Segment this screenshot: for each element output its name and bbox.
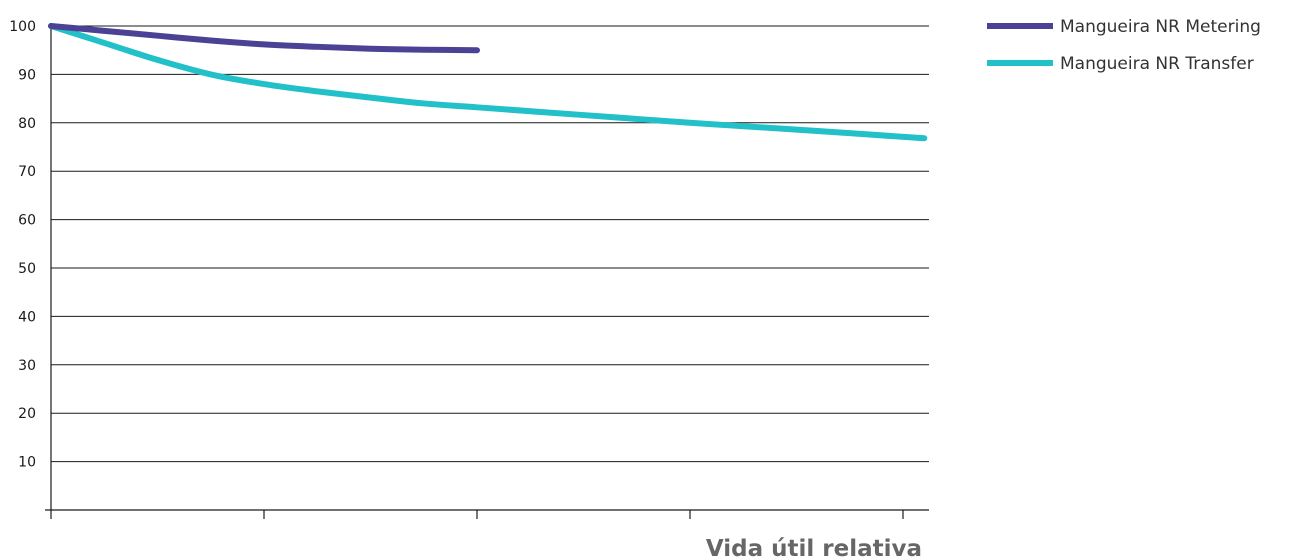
x-axis-label: Vida útil relativa — [706, 536, 922, 558]
y-tick-label: 60 — [18, 213, 36, 229]
series-line-mangueira-nr-metering — [48, 23, 480, 54]
y-tick-label: 90 — [18, 67, 36, 83]
y-tick-label: 70 — [18, 164, 36, 180]
series-line-mangueira-nr-transfer — [48, 23, 928, 142]
y-tick-label: 100 — [9, 19, 36, 35]
y-tick-label: 40 — [18, 309, 36, 325]
gridlines — [51, 25, 929, 463]
axes — [45, 26, 929, 511]
x-ticks — [50, 510, 904, 519]
legend-label-mangueira-nr-transfer: Mangueira NR Transfer — [1060, 54, 1254, 74]
series-lines — [48, 23, 928, 142]
y-tick-label: 30 — [18, 358, 36, 374]
y-tick-label: 80 — [18, 116, 36, 132]
y-tick-label: 20 — [18, 406, 36, 422]
y-tick-label: 50 — [18, 261, 36, 277]
y-tick-labels: 10 20 30 40 50 60 70 80 90 100 — [9, 19, 36, 471]
legend-label-mangueira-nr-metering: Mangueira NR Metering — [1060, 17, 1261, 37]
legend: Mangueira NR Metering Mangueira NR Transf… — [987, 17, 1261, 74]
y-tick-label: 10 — [18, 455, 36, 471]
